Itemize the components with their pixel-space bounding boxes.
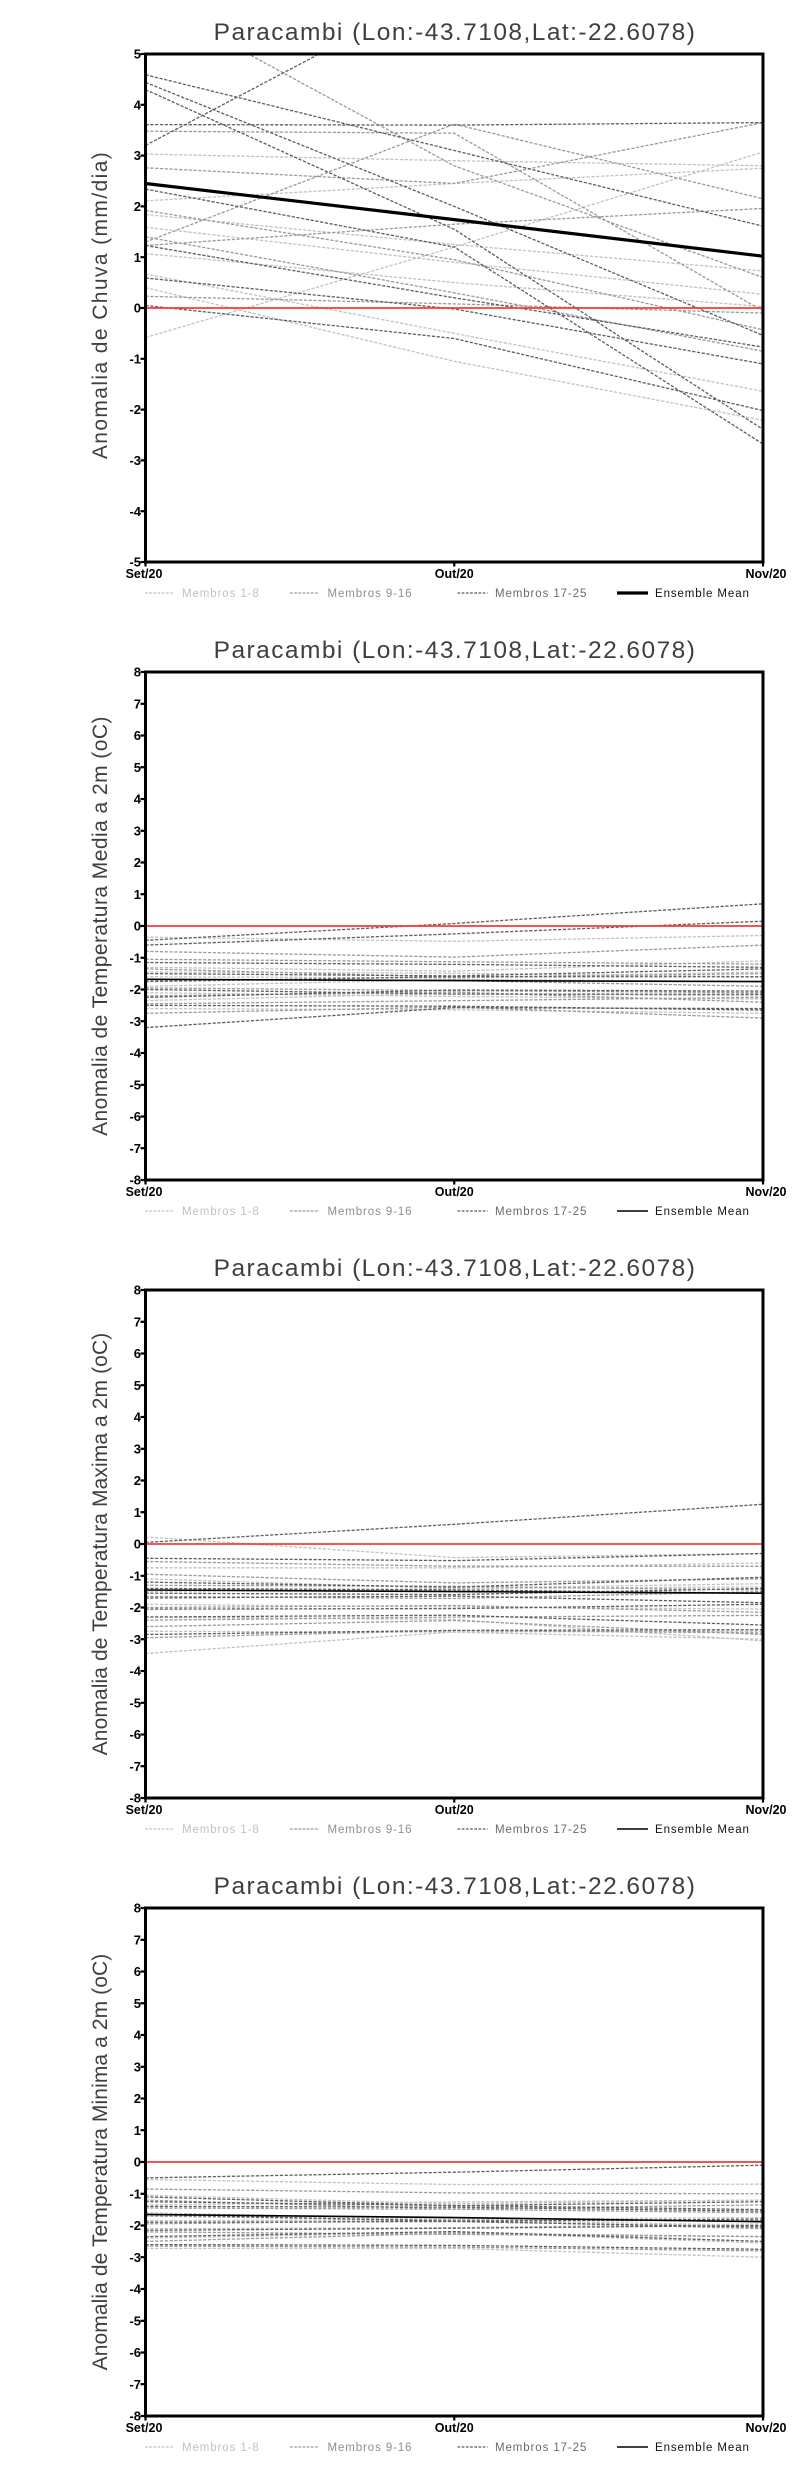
svg-text:7: 7 [134, 1932, 141, 1947]
svg-text:-1: -1 [129, 2186, 141, 2201]
svg-text:2: 2 [134, 199, 141, 214]
svg-text:2: 2 [134, 2091, 141, 2106]
svg-text:Membros 9-16: Membros 9-16 [328, 1206, 413, 1218]
svg-text:5: 5 [134, 1378, 141, 1393]
svg-text:-7: -7 [129, 1141, 141, 1156]
svg-text:4: 4 [134, 792, 142, 807]
svg-text:Out/20: Out/20 [435, 567, 474, 581]
svg-text:7: 7 [134, 696, 141, 711]
svg-text:Out/20: Out/20 [435, 1185, 474, 1199]
svg-text:Membros 17-25: Membros 17-25 [495, 588, 587, 600]
svg-text:-2: -2 [129, 402, 141, 417]
svg-text:-4: -4 [129, 1664, 141, 1679]
svg-text:Nov/20: Nov/20 [746, 1803, 787, 1817]
svg-text:Out/20: Out/20 [435, 1803, 474, 1817]
svg-text:Ensemble Mean: Ensemble Mean [655, 1206, 750, 1218]
svg-text:3: 3 [134, 1441, 141, 1456]
svg-text:Set/20: Set/20 [126, 1803, 163, 1817]
svg-text:Set/20: Set/20 [126, 1185, 163, 1199]
svg-text:-7: -7 [129, 1759, 141, 1774]
svg-text:1: 1 [134, 887, 141, 902]
svg-text:3: 3 [134, 823, 141, 838]
svg-text:-6: -6 [129, 1109, 141, 1124]
svg-text:7: 7 [134, 1314, 141, 1329]
svg-text:8: 8 [134, 665, 141, 680]
svg-text:Membros 9-16: Membros 9-16 [328, 2442, 413, 2454]
svg-text:Anomalia de Chuva (mm/dia): Anomalia de Chuva (mm/dia) [89, 151, 112, 459]
svg-text:4: 4 [134, 97, 142, 112]
svg-text:-2: -2 [129, 982, 141, 997]
svg-text:6: 6 [134, 1346, 141, 1361]
svg-text:Ensemble Mean: Ensemble Mean [655, 1824, 750, 1836]
svg-text:Paracambi (Lon:-43.7108,Lat:-2: Paracambi (Lon:-43.7108,Lat:-22.6078) [214, 1873, 697, 1900]
svg-text:Paracambi (Lon:-43.7108,Lat:-2: Paracambi (Lon:-43.7108,Lat:-22.6078) [214, 19, 697, 46]
svg-text:5: 5 [134, 47, 141, 62]
svg-text:1: 1 [134, 250, 141, 265]
svg-text:-8: -8 [129, 2409, 141, 2424]
svg-text:Membros 1-8: Membros 1-8 [182, 1206, 260, 1218]
svg-text:Anomalia de Temperatura Media: Anomalia de Temperatura Media a 2m (oC) [89, 716, 112, 1136]
svg-text:-6: -6 [129, 1727, 141, 1742]
svg-text:-1: -1 [129, 351, 141, 366]
svg-text:6: 6 [134, 1964, 141, 1979]
svg-text:Anomalia de Temperatura Minima: Anomalia de Temperatura Minima a 2m (oC) [89, 1954, 112, 2371]
svg-text:-3: -3 [129, 1014, 141, 1029]
svg-text:Membros 9-16: Membros 9-16 [328, 1824, 413, 1836]
svg-text:3: 3 [134, 148, 141, 163]
svg-text:Membros 1-8: Membros 1-8 [182, 1824, 260, 1836]
svg-text:-1: -1 [129, 950, 141, 965]
svg-text:2: 2 [134, 855, 141, 870]
svg-text:Nov/20: Nov/20 [746, 2421, 787, 2435]
svg-text:Membros 1-8: Membros 1-8 [182, 588, 260, 600]
svg-text:Ensemble Mean: Ensemble Mean [655, 2442, 750, 2454]
svg-text:6: 6 [134, 728, 141, 743]
svg-text:Anomalia de Temperatura Maxima: Anomalia de Temperatura Maxima a 2m (oC) [89, 1333, 112, 1756]
svg-text:-1: -1 [129, 1568, 141, 1583]
svg-text:-6: -6 [129, 2345, 141, 2360]
svg-text:Membros 17-25: Membros 17-25 [495, 1206, 587, 1218]
svg-text:-4: -4 [129, 1046, 141, 1061]
svg-text:-4: -4 [129, 2282, 141, 2297]
svg-text:Membros 17-25: Membros 17-25 [495, 1824, 587, 1836]
svg-text:-2: -2 [129, 2218, 141, 2233]
svg-text:5: 5 [134, 760, 141, 775]
svg-text:3: 3 [134, 2059, 141, 2074]
svg-text:Membros 17-25: Membros 17-25 [495, 2442, 587, 2454]
svg-text:4: 4 [134, 1410, 142, 1425]
svg-text:Nov/20: Nov/20 [746, 1185, 787, 1199]
svg-text:-5: -5 [129, 1695, 141, 1710]
svg-text:Membros 1-8: Membros 1-8 [182, 2442, 260, 2454]
svg-text:Membros 9-16: Membros 9-16 [328, 588, 413, 600]
svg-text:8: 8 [134, 1901, 141, 1916]
svg-text:Paracambi (Lon:-43.7108,Lat:-2: Paracambi (Lon:-43.7108,Lat:-22.6078) [214, 637, 697, 664]
svg-text:Set/20: Set/20 [126, 2421, 163, 2435]
svg-text:Set/20: Set/20 [126, 567, 163, 581]
svg-text:Out/20: Out/20 [435, 2421, 474, 2435]
svg-text:Nov/20: Nov/20 [746, 567, 787, 581]
svg-text:-8: -8 [129, 1173, 141, 1188]
svg-text:1: 1 [134, 1505, 141, 1520]
svg-text:-2: -2 [129, 1600, 141, 1615]
svg-text:-8: -8 [129, 1791, 141, 1806]
svg-text:2: 2 [134, 1473, 141, 1488]
svg-text:1: 1 [134, 2123, 141, 2138]
svg-text:-5: -5 [129, 1077, 141, 1092]
svg-text:-3: -3 [129, 2250, 141, 2265]
svg-text:0: 0 [134, 301, 141, 316]
svg-text:-3: -3 [129, 1632, 141, 1647]
svg-text:Paracambi (Lon:-43.7108,Lat:-2: Paracambi (Lon:-43.7108,Lat:-22.6078) [214, 1255, 697, 1282]
svg-text:-5: -5 [129, 2313, 141, 2328]
svg-text:8: 8 [134, 1283, 141, 1298]
svg-text:5: 5 [134, 1996, 141, 2011]
svg-text:-4: -4 [129, 504, 141, 519]
svg-text:-5: -5 [129, 555, 141, 570]
svg-text:-7: -7 [129, 2377, 141, 2392]
svg-text:0: 0 [134, 2155, 141, 2170]
svg-text:0: 0 [134, 919, 141, 934]
svg-text:0: 0 [134, 1537, 141, 1552]
svg-text:Ensemble Mean: Ensemble Mean [655, 588, 750, 600]
svg-text:4: 4 [134, 2028, 142, 2043]
svg-text:-3: -3 [129, 453, 141, 468]
